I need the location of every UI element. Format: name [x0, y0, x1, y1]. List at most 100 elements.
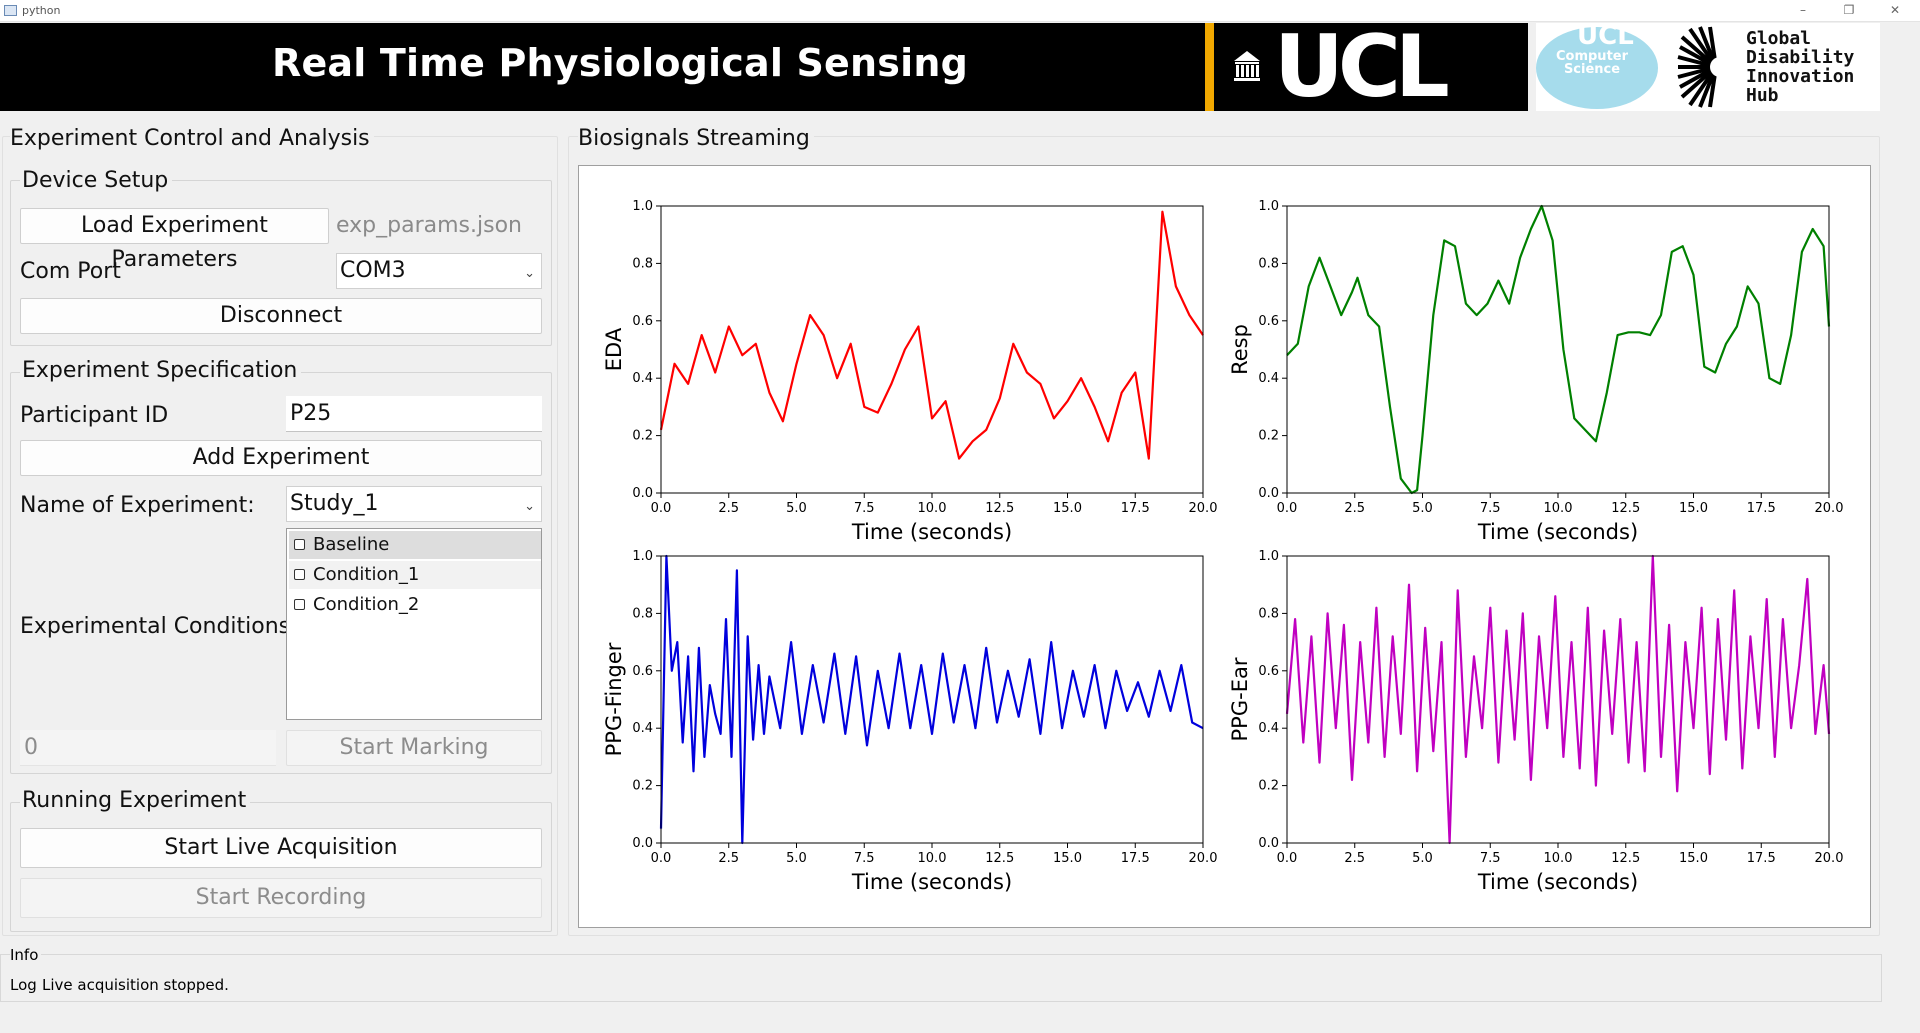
series-line [659, 210, 1204, 460]
restore-button[interactable]: ❐ [1843, 3, 1855, 17]
x-tick-label: 2.5 [718, 501, 739, 516]
x-tick-label: 17.5 [1747, 851, 1776, 866]
y-tick-label: 0.0 [1258, 836, 1279, 851]
banner-title: Real Time Physiological Sensing [272, 41, 968, 85]
y-tick-label: 0.4 [632, 371, 653, 386]
x-tick-label: 17.5 [1747, 501, 1776, 516]
com-port-value: COM3 [340, 258, 406, 283]
x-tick-label: 2.5 [1344, 501, 1365, 516]
plot-frame [1286, 555, 1830, 844]
log-message: Live acquisition stopped. [42, 976, 229, 994]
list-item[interactable]: Condition_1 [289, 561, 541, 589]
checkbox[interactable] [294, 539, 305, 550]
participant-id-field[interactable]: P25 [286, 396, 542, 432]
y-tick-label: 0.2 [632, 779, 653, 794]
minimize-button[interactable]: – [1800, 3, 1806, 17]
header-banner: Real Time Physiological Sensing UCL UCL … [0, 17, 1920, 117]
condition-label: Condition_1 [313, 564, 420, 585]
window-title: python [22, 4, 61, 17]
x-tick-label: 17.5 [1121, 851, 1150, 866]
banner-title-area: Real Time Physiological Sensing [0, 23, 1205, 111]
experiment-control-title: Experiment Control and Analysis [10, 126, 374, 151]
chevron-down-icon: ⌄ [524, 266, 535, 281]
y-tick-label: 0.2 [1258, 779, 1279, 794]
y-tick-label: 0.0 [1258, 486, 1279, 501]
marker-field: 0 [20, 730, 276, 766]
y-tick-label: 1.0 [1258, 549, 1279, 564]
y-tick-label: 0.8 [632, 256, 653, 271]
cs-logo-ucl-text: UCL [1577, 21, 1634, 51]
series-line [1285, 554, 1831, 845]
x-tick-label: 7.5 [1480, 501, 1501, 516]
participant-id-label: Participant ID [20, 403, 169, 428]
x-tick-label: 7.5 [1480, 851, 1501, 866]
y-tick-label: 0.6 [632, 314, 653, 329]
biosignals-title: Biosignals Streaming [578, 126, 814, 151]
x-axis-label: Time (seconds) [851, 870, 1012, 894]
gdi-line-2: Disability [1746, 47, 1855, 68]
x-tick-label: 20.0 [1189, 851, 1218, 866]
y-tick-label: 0.6 [632, 664, 653, 679]
start-recording-button[interactable]: Start Recording [20, 878, 542, 918]
y-tick-label: 0.4 [632, 721, 653, 736]
x-axis-label: Time (seconds) [851, 520, 1012, 544]
list-item[interactable]: Baseline [289, 531, 541, 559]
x-tick-label: 20.0 [1815, 501, 1844, 516]
x-tick-label: 5.0 [1412, 851, 1433, 866]
add-experiment-button[interactable]: Add Experiment [20, 440, 542, 476]
series-line [1286, 204, 1831, 495]
plot-frame [660, 205, 1204, 494]
x-tick-label: 12.5 [1611, 501, 1640, 516]
y-axis-label: PPG-Finger [602, 642, 626, 756]
x-tick-label: 0.0 [1277, 501, 1298, 516]
experiment-name-select[interactable]: Study_1 ⌄ [286, 486, 542, 522]
banner-accent-bar [1205, 23, 1214, 111]
y-axis-label: PPG-Ear [1228, 657, 1252, 741]
x-tick-label: 5.0 [786, 501, 807, 516]
x-tick-label: 12.5 [1611, 851, 1640, 866]
start-live-acquisition-button[interactable]: Start Live Acquisition [20, 828, 542, 868]
y-tick-label: 0.8 [1258, 256, 1279, 271]
running-experiment-title: Running Experiment [20, 788, 251, 813]
gdi-line-1: Global [1746, 28, 1812, 49]
com-port-label: Com Port [20, 259, 121, 284]
x-tick-label: 15.0 [1679, 501, 1708, 516]
x-tick-label: 2.5 [1344, 851, 1365, 866]
checkbox[interactable] [294, 599, 305, 610]
start-marking-button[interactable]: Start Marking [286, 730, 542, 766]
experiment-name-value: Study_1 [290, 491, 379, 516]
y-tick-label: 1.0 [1258, 199, 1279, 214]
plot-frame [1286, 205, 1830, 494]
y-tick-label: 0.8 [1258, 606, 1279, 621]
conditions-list[interactable]: Baseline Condition_1 Condition_2 [286, 528, 542, 720]
x-tick-label: 0.0 [1277, 851, 1298, 866]
list-item[interactable]: Condition_2 [289, 591, 541, 619]
y-tick-label: 1.0 [632, 199, 653, 214]
y-tick-label: 0.4 [1258, 371, 1279, 386]
ucl-portico-icon [1234, 51, 1260, 81]
x-tick-label: 12.5 [985, 501, 1014, 516]
y-tick-label: 0.8 [632, 606, 653, 621]
info-panel [0, 954, 1882, 1002]
ucl-logo-text: UCL [1274, 17, 1450, 117]
condition-label: Condition_2 [313, 594, 420, 615]
x-tick-label: 5.0 [786, 851, 807, 866]
close-button[interactable]: ✕ [1889, 3, 1901, 17]
window-titlebar: python – ❐ ✕ [0, 0, 1920, 22]
y-tick-label: 0.2 [1258, 429, 1279, 444]
log-label: Log [10, 976, 37, 994]
x-tick-label: 0.0 [651, 501, 672, 516]
x-tick-label: 10.0 [1544, 501, 1573, 516]
x-tick-label: 20.0 [1815, 851, 1844, 866]
y-tick-label: 0.6 [1258, 664, 1279, 679]
plot-canvas: 0.0 2.5 5.0 7.5 10.0 12.5 15.0 17.5 20.0 0.0 0.2 0.… [578, 165, 1871, 928]
gdi-burst-icon [1677, 26, 1730, 108]
x-tick-label: 12.5 [985, 851, 1014, 866]
load-parameters-button[interactable]: Load Experiment Parameters [20, 208, 329, 272]
params-file-label: exp_params.json [336, 213, 522, 238]
com-port-select[interactable]: COM3 ⌄ [336, 253, 542, 289]
x-tick-label: 17.5 [1121, 501, 1150, 516]
disconnect-button[interactable]: Disconnect [20, 298, 542, 334]
checkbox[interactable] [294, 569, 305, 580]
device-setup-title: Device Setup [20, 168, 173, 193]
